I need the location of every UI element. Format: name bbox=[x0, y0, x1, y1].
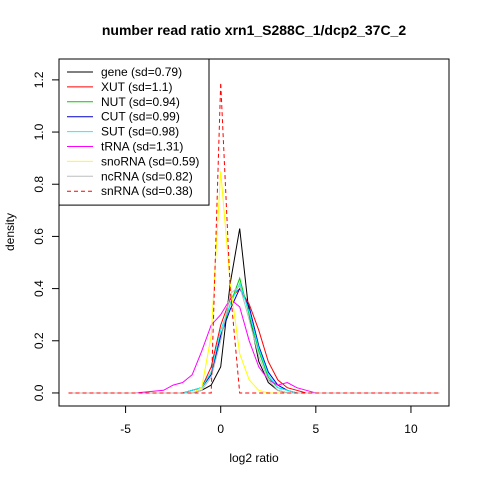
y-tick-label: 1.0 bbox=[32, 123, 46, 140]
plot-frame bbox=[58, 58, 450, 407]
legend-entry: XUT (sd=1.1) bbox=[101, 80, 172, 94]
y-axis-label: density bbox=[3, 213, 17, 251]
y-tick-label: 0.4 bbox=[32, 280, 46, 297]
y-axis: 0.0 0.2 0.4 0.6 0.8 1.0 1.2 bbox=[32, 71, 59, 401]
legend-entry: snoRNA (sd=0.59) bbox=[101, 154, 199, 168]
x-tick-label: -5 bbox=[120, 422, 131, 436]
legend-entry: ncRNA (sd=0.82) bbox=[101, 169, 193, 183]
x-tick-label: 0 bbox=[217, 422, 224, 436]
series-line-8 bbox=[68, 82, 440, 394]
y-tick-label: 0.6 bbox=[32, 228, 46, 245]
legend-entry: CUT (sd=0.99) bbox=[101, 110, 180, 124]
legend-entry: NUT (sd=0.94) bbox=[101, 95, 180, 109]
legend-entry: snRNA (sd=0.38) bbox=[101, 184, 193, 198]
x-tick-label: 10 bbox=[404, 422, 418, 436]
x-tick-label: 5 bbox=[312, 422, 319, 436]
legend-entry: gene (sd=0.79) bbox=[101, 65, 182, 79]
x-axis: -5 0 5 10 bbox=[120, 406, 418, 436]
x-axis-label: log2 ratio bbox=[229, 451, 279, 465]
y-tick-label: 1.2 bbox=[32, 71, 46, 88]
series-line-5 bbox=[68, 298, 440, 394]
chart-title: number read ratio xrn1_S288C_1/dcp2_37C_… bbox=[102, 22, 406, 38]
y-tick-label: 0.2 bbox=[32, 332, 46, 349]
legend-entry: tRNA (sd=1.31) bbox=[101, 140, 183, 154]
legend-entry: SUT (sd=0.98) bbox=[101, 125, 179, 139]
y-tick-label: 0.0 bbox=[32, 384, 46, 401]
legend: gene (sd=0.79)XUT (sd=1.1)NUT (sd=0.94)C… bbox=[58, 58, 210, 206]
y-tick-label: 0.8 bbox=[32, 176, 46, 193]
series-layer bbox=[68, 82, 440, 394]
